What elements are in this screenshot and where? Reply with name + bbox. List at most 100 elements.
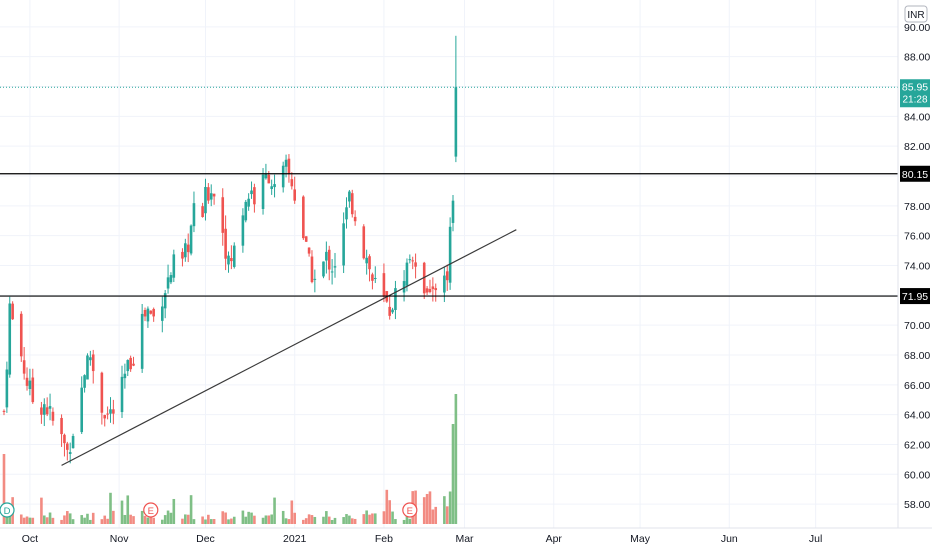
- time-tick-label: Nov: [110, 533, 129, 545]
- volume-bar: [100, 519, 104, 524]
- event-marker-label: E: [407, 506, 413, 517]
- volume-bar: [394, 519, 397, 524]
- candle-body: [327, 249, 331, 270]
- candle-body: [402, 281, 406, 293]
- candle-body: [270, 186, 273, 189]
- candle-body: [68, 452, 72, 454]
- candle-body: [445, 271, 449, 281]
- volume-bar: [388, 500, 391, 524]
- volume-bar: [2, 454, 6, 524]
- candle-body: [394, 288, 397, 310]
- level-labels: 80.15 71.95: [900, 165, 930, 305]
- volume-bar: [86, 513, 89, 524]
- currency-badge[interactable]: INR: [904, 5, 928, 23]
- ascending-trendline[interactable]: [61, 229, 517, 466]
- price-tick-label: 64.00: [904, 410, 930, 422]
- candle-body: [434, 288, 438, 291]
- price-axis[interactable]: 58.0060.0062.0064.0066.0068.0070.0072.00…: [904, 22, 930, 511]
- candle-body: [247, 198, 250, 207]
- volume-bar: [293, 512, 296, 524]
- candle-body: [132, 363, 135, 366]
- volume-bar: [48, 512, 52, 524]
- event-marker-label: D: [4, 506, 11, 517]
- volume-bar: [371, 513, 374, 524]
- candle-body: [63, 434, 66, 444]
- volume-bar: [31, 517, 35, 524]
- volume-bar: [80, 515, 84, 524]
- candle-body: [31, 377, 35, 403]
- volume-bar: [290, 500, 294, 524]
- volume-bar: [169, 512, 173, 524]
- time-axis[interactable]: Oct Nov Dec 2021 Feb Mar Apr May Jun Jul: [22, 533, 823, 545]
- candle-body: [253, 187, 256, 205]
- volume-bar: [350, 518, 354, 524]
- volume-bar: [103, 515, 107, 524]
- candle-body: [264, 173, 268, 179]
- candle-body: [48, 406, 52, 409]
- candle-body: [307, 247, 311, 254]
- volume-bar: [232, 516, 236, 524]
- volume-bar: [51, 517, 55, 524]
- candle-body: [189, 225, 193, 254]
- price-tick-label: 60.00: [904, 469, 930, 481]
- time-tick-label: Apr: [546, 533, 563, 545]
- earnings-marker[interactable]: E: [143, 502, 159, 518]
- candle-body: [100, 372, 104, 413]
- time-tick-label: Oct: [22, 533, 38, 545]
- volume-bar: [405, 510, 409, 524]
- volume-bar: [91, 512, 95, 524]
- volume-bar: [391, 511, 394, 524]
- candle-body: [120, 376, 124, 413]
- candle-body: [365, 257, 368, 264]
- volume-bar: [250, 512, 253, 524]
- volume-bar: [313, 516, 317, 524]
- volume-bar: [224, 512, 227, 524]
- volume-bar: [244, 516, 248, 524]
- volume-bar: [71, 519, 75, 524]
- candle-body: [250, 190, 253, 195]
- volume-bar: [5, 517, 9, 524]
- candle-body: [152, 308, 155, 317]
- candle-body: [204, 186, 207, 214]
- candle-body: [342, 223, 345, 266]
- price-tick-label: 74.00: [904, 260, 930, 272]
- volume-bar: [109, 492, 112, 524]
- volume-bar: [8, 513, 12, 524]
- volume-bar: [304, 518, 308, 524]
- candle-body: [304, 236, 308, 242]
- horizontal-levels[interactable]: [0, 173, 898, 297]
- volume-bar: [327, 516, 331, 524]
- volume-bar: [454, 394, 458, 524]
- earnings-marker[interactable]: E: [402, 502, 418, 518]
- candle-body: [425, 288, 429, 293]
- volume-bar: [230, 518, 233, 524]
- volume-bar: [287, 519, 291, 524]
- candle-body: [22, 360, 26, 374]
- price-tick-label: 68.00: [904, 350, 930, 362]
- price-tick-label: 78.00: [904, 201, 930, 213]
- candle-body: [353, 216, 357, 222]
- candle-body: [19, 313, 23, 357]
- candle-body: [209, 193, 213, 200]
- candle-body: [80, 387, 84, 433]
- volume-bar: [149, 512, 153, 524]
- event-marker-circle: [143, 502, 159, 518]
- volume-bar: [132, 516, 135, 524]
- volume-bar: [83, 517, 86, 524]
- volume-bar: [68, 513, 72, 524]
- volume-bar: [451, 424, 455, 524]
- level-label-box: [900, 165, 930, 182]
- volume-bar: [307, 514, 311, 524]
- candle-body: [166, 277, 170, 289]
- candle-body: [371, 274, 374, 281]
- volume-bar: [333, 517, 337, 524]
- volume-bar: [63, 515, 66, 524]
- candle-body: [428, 288, 432, 293]
- candle-body: [448, 226, 452, 283]
- dividend-marker[interactable]: D: [0, 502, 15, 518]
- candle-body: [414, 262, 417, 267]
- volume-bar: [25, 516, 29, 524]
- volume-bar: [261, 517, 265, 524]
